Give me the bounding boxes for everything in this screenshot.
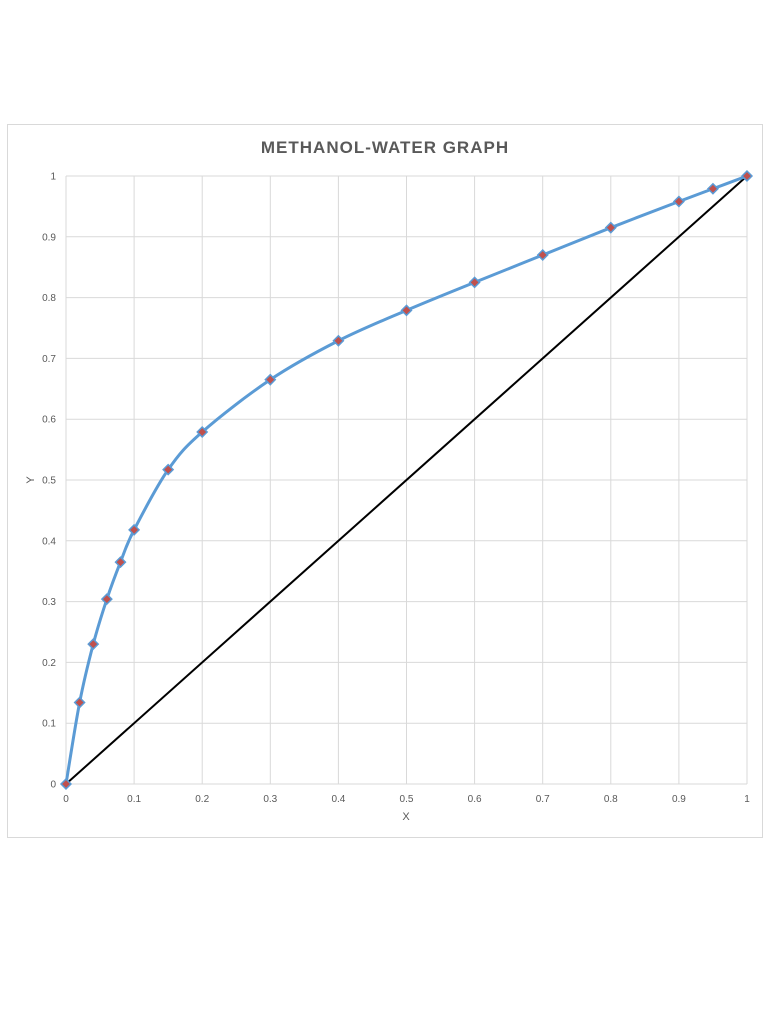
y-tick-label: 0.5 <box>42 476 56 487</box>
data-point-marker <box>468 276 481 289</box>
series-layer <box>59 169 754 791</box>
x-tick-label: 0.7 <box>536 794 550 805</box>
x-axis-title: X <box>402 811 410 823</box>
chart-title: METHANOL-WATER GRAPH <box>261 138 509 157</box>
y-tick-label: 0.7 <box>42 354 56 365</box>
x-tick-label: 0.9 <box>672 794 686 805</box>
y-tick-label: 0.6 <box>42 415 56 426</box>
x-tick-label: 0.4 <box>331 794 345 805</box>
data-point-marker <box>196 425 209 438</box>
data-point-marker <box>162 463 175 476</box>
chart-svg: METHANOL-WATER GRAPH 0 0.1 0.2 0.3 0.4 0.5 0.6… <box>25 138 754 823</box>
y-tick-label: 0.8 <box>42 293 56 304</box>
data-point-marker <box>672 195 685 208</box>
data-point-marker <box>706 182 719 195</box>
data-point-marker <box>87 638 100 651</box>
y-tick-label: 0.4 <box>42 536 56 547</box>
data-point-marker <box>114 556 127 569</box>
x-tick-label: 0.8 <box>604 794 618 805</box>
data-point-marker <box>400 304 413 317</box>
x-tick-label: 0.5 <box>400 794 414 805</box>
data-point-marker <box>332 334 345 347</box>
y-tick-label: 1 <box>50 172 56 183</box>
x-tick-label: 0.1 <box>127 794 141 805</box>
y-tick-label: 0.2 <box>42 658 56 669</box>
x-tick-label: 0.2 <box>195 794 209 805</box>
x-tick-label: 0.6 <box>468 794 482 805</box>
diagonal-reference-line <box>65 175 748 785</box>
x-tick-label: 1 <box>744 794 750 805</box>
y-axis-title: Y <box>25 476 37 484</box>
x-tick-label: 0.3 <box>263 794 277 805</box>
data-point-marker <box>536 249 549 262</box>
y-tick-label: 0 <box>50 780 56 791</box>
data-point-marker <box>59 777 73 791</box>
tick-labels: 0 0.1 0.2 0.3 0.4 0.5 0.6 0.7 0.8 0.9 1 0 0.1 0.2 0.3 0… <box>42 172 750 806</box>
grid-lines <box>65 175 748 785</box>
data-point-marker <box>100 593 113 606</box>
y-tick-label: 0.3 <box>42 597 56 608</box>
data-point-marker <box>740 169 754 183</box>
data-point-marker <box>264 373 277 386</box>
data-point-marker <box>604 221 617 234</box>
data-point-marker <box>73 696 86 709</box>
data-point-marker <box>128 523 141 536</box>
chart-frame: METHANOL-WATER GRAPH 0 0.1 0.2 0.3 0.4 0.5 0.6… <box>7 124 763 838</box>
x-tick-label: 0 <box>63 794 69 805</box>
y-tick-label: 0.9 <box>42 232 56 243</box>
y-tick-label: 0.1 <box>42 719 56 730</box>
